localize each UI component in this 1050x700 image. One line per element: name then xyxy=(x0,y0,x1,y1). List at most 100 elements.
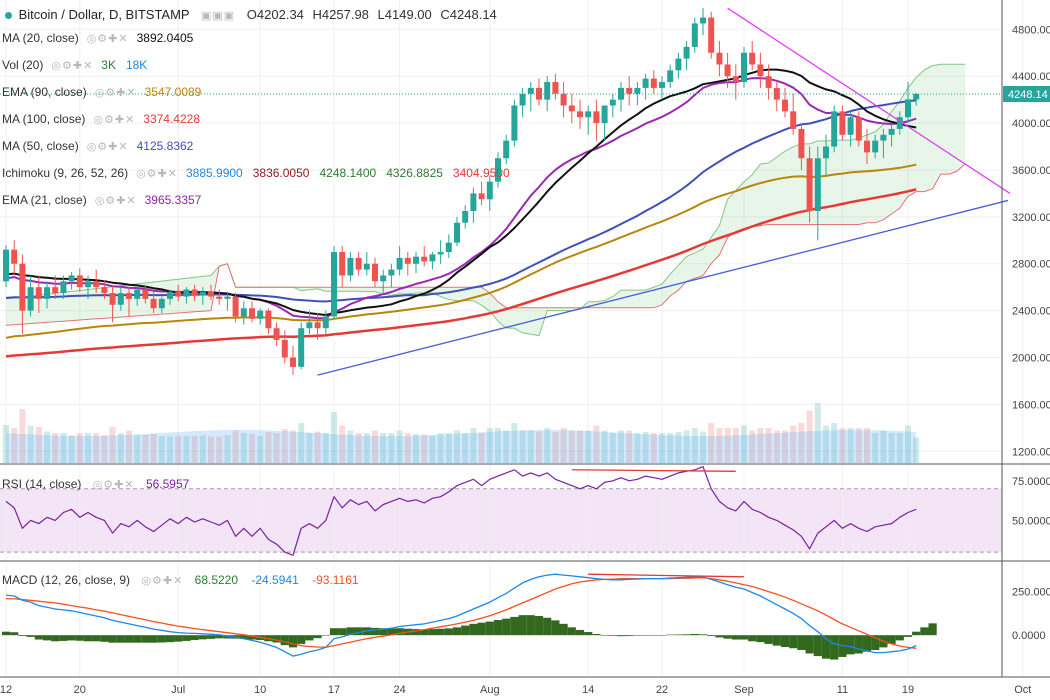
volume-bar xyxy=(27,425,34,463)
candle-body xyxy=(134,289,141,299)
macd-histogram-bar xyxy=(297,635,306,644)
macd-histogram-bar xyxy=(559,623,568,636)
macd-histogram-bar xyxy=(338,628,347,636)
time-tick-label: 10 xyxy=(254,684,266,696)
macd-histogram-bar xyxy=(215,635,224,639)
indicator-controls[interactable]: ◎⚙✚✕ xyxy=(51,60,94,72)
volume-bar xyxy=(429,435,436,463)
macd-histogram-bar xyxy=(182,635,191,641)
candle-body xyxy=(913,94,920,100)
macd-histogram-bar xyxy=(428,629,437,636)
candle-body xyxy=(44,287,50,299)
price-tick-label: 2800.00 xyxy=(1012,259,1050,271)
macd-histogram-bar xyxy=(18,635,27,637)
candle-body xyxy=(560,93,567,106)
indicator-label[interactable]: MA (20, close) xyxy=(2,31,79,45)
macd-histogram-bar xyxy=(682,634,691,636)
candle-body xyxy=(478,193,485,200)
candle-body xyxy=(888,128,895,135)
indicator-controls[interactable]: ◎⚙✚✕ xyxy=(94,87,137,99)
time-tick-label: Jul xyxy=(171,684,185,696)
time-tick-label: 14 xyxy=(582,684,594,696)
macd-histogram-bar xyxy=(149,635,158,643)
candle-body xyxy=(798,128,805,159)
candle-body xyxy=(839,111,846,135)
time-tick-label: 11 xyxy=(837,684,848,696)
macd-histogram-bar xyxy=(690,633,699,636)
volume-bar xyxy=(462,433,469,463)
macd-histogram-bar xyxy=(436,628,445,636)
macd-histogram-bar xyxy=(313,635,322,639)
macd-histogram-bar xyxy=(420,629,429,636)
indicator-value: 3885.9900 xyxy=(185,166,243,180)
time-tick-label: 24 xyxy=(393,684,405,696)
indicator-controls[interactable]: ◎⚙✚✕ xyxy=(94,195,137,207)
macd-histogram-bar xyxy=(141,635,150,643)
time-tick-label: 17 xyxy=(328,684,340,696)
ma100-line xyxy=(5,188,917,358)
volume-bar xyxy=(314,431,321,463)
macd-histogram-bar xyxy=(518,615,527,636)
header-controls[interactable]: ▣▣▣ xyxy=(200,10,236,22)
indicator-label[interactable]: MA (100, close) xyxy=(2,112,86,126)
symbol-title[interactable]: Bitcoin / Dollar, D, BITSTAMP xyxy=(18,7,190,22)
volume-bar xyxy=(855,428,862,463)
indicator-controls[interactable]: ◎⚙✚✕ xyxy=(86,33,129,45)
indicator-controls[interactable]: ◎⚙✚✕ xyxy=(86,141,129,153)
candle-body xyxy=(536,87,542,100)
volume-bar xyxy=(732,428,739,463)
candle-body xyxy=(404,257,411,264)
indicator-value: 18K xyxy=(125,58,148,72)
macd-histogram-bar xyxy=(190,635,199,641)
macd-histogram-bar xyxy=(510,616,519,636)
volume-bar xyxy=(257,436,264,463)
candle-body xyxy=(872,140,879,153)
indicator-label[interactable]: MA (50, close) xyxy=(2,139,79,153)
volume-bar xyxy=(445,433,452,463)
volume-bar xyxy=(790,425,797,463)
indicator-controls[interactable]: ◎⚙✚✕ xyxy=(136,168,178,180)
macd-histogram-bar xyxy=(461,625,470,636)
macd-histogram-bar xyxy=(821,635,831,659)
candle-body xyxy=(855,117,862,141)
indicator-legend-row: MA (100, close) ◎⚙✚✕ 3374.4228 xyxy=(2,106,520,133)
volume-bar xyxy=(716,428,723,463)
indicator-label[interactable]: Vol (20) xyxy=(2,58,44,72)
indicator-label[interactable]: EMA (21, close) xyxy=(2,193,87,207)
macd-histogram-bar xyxy=(756,635,765,643)
macd-tick-label: 250.0000 xyxy=(1012,587,1050,599)
volume-bar xyxy=(872,433,879,463)
macd-histogram-bar xyxy=(1,631,11,636)
candle-body xyxy=(823,146,829,159)
candle-body xyxy=(3,249,9,282)
candle-body xyxy=(183,289,190,297)
volume-bar xyxy=(150,434,157,463)
volume-bar xyxy=(896,433,903,463)
macd-histogram-bar xyxy=(108,635,117,643)
macd-histogram-bar xyxy=(846,635,855,655)
indicator-label[interactable]: Ichimoku (9, 26, 52, 26) xyxy=(2,166,129,180)
indicator-controls[interactable]: ◎⚙✚✕ xyxy=(93,114,136,126)
candle-body xyxy=(429,254,436,262)
volume-bar xyxy=(101,435,108,463)
macd-legend-label[interactable]: MACD (12, 26, close, 9) xyxy=(2,573,131,587)
macd-histogram-bar xyxy=(379,628,388,636)
indicator-label[interactable]: EMA (90, close) xyxy=(2,85,87,99)
macd-histogram-bar xyxy=(92,635,101,642)
indicator-value: 3374.4228 xyxy=(143,112,201,126)
volume-bar xyxy=(404,433,411,463)
volume-bar xyxy=(232,430,239,463)
volume-bar xyxy=(773,430,780,463)
rsi-legend-label[interactable]: RSI (14, close) xyxy=(2,477,82,491)
macd-histogram-bar xyxy=(797,635,806,650)
volume-bar xyxy=(486,428,493,463)
volume-bar xyxy=(700,431,706,463)
macd-histogram-bar xyxy=(329,628,339,636)
macd-histogram-bar xyxy=(731,635,740,640)
macd-legend-controls[interactable]: ◎⚙✚✕ xyxy=(141,575,184,587)
volume-bar xyxy=(322,433,329,463)
ichimoku-cloud xyxy=(6,64,966,336)
rsi-legend-controls[interactable]: ◎⚙✚✕ xyxy=(92,479,135,491)
